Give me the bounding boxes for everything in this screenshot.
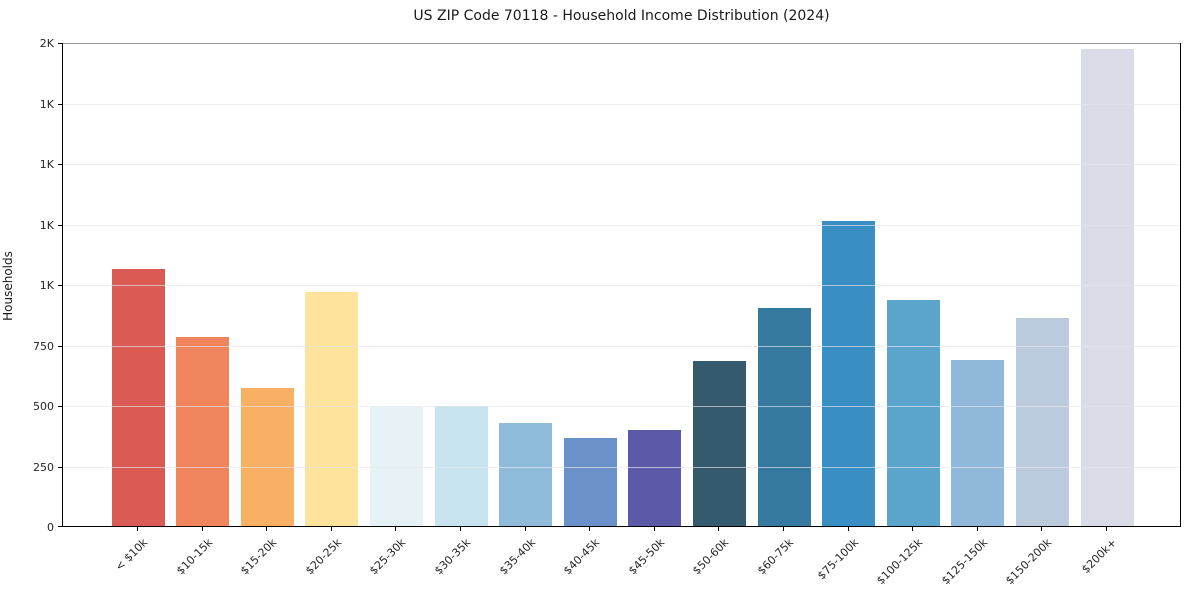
y-tick-label: 750	[33, 339, 54, 353]
bar-$40-45k	[563, 437, 617, 526]
chart-title: US ZIP Code 70118 - Household Income Dis…	[413, 8, 830, 24]
y-tick-label: 1K	[39, 97, 54, 111]
x-tick-mark	[266, 527, 268, 531]
gridline	[63, 466, 1180, 468]
y-tick-label: 1K	[39, 158, 54, 171]
x-tick-label: $45-50k	[625, 536, 667, 578]
bar-< $10k	[111, 269, 165, 526]
x-tick-mark	[460, 527, 461, 531]
bar-$35-40k	[499, 423, 553, 526]
x-tick-label: $40-45k	[561, 536, 603, 578]
y-tick-mark	[58, 224, 62, 226]
gridline	[63, 164, 1180, 165]
x-tick-mark	[524, 527, 526, 531]
x-tick-label: $200k+	[1079, 536, 1120, 577]
gridline	[63, 224, 1180, 226]
y-tick-label: 2K	[39, 37, 54, 50]
x-tick-label: $25-30k	[367, 536, 409, 578]
x-tick-label: $60-75k	[754, 536, 797, 578]
bar-$50-60k	[692, 361, 746, 526]
y-axis-label: Households	[1, 251, 15, 321]
x-tick-label: $125-150k	[938, 536, 990, 588]
bar-$100-125k	[886, 299, 940, 526]
y-tick-label: 0	[47, 521, 54, 534]
y-tick-label: 500	[33, 400, 54, 413]
gridline	[63, 43, 1180, 44]
bar-$150-200k	[1015, 317, 1069, 526]
x-tick-mark	[137, 527, 138, 531]
y-tick-mark	[58, 285, 62, 286]
x-tick-mark	[783, 527, 784, 531]
bar-$25-30k	[369, 407, 423, 526]
gridline	[63, 406, 1180, 407]
y-tick-mark	[58, 406, 62, 407]
x-tick-mark	[847, 527, 849, 531]
x-tick-mark	[976, 527, 978, 531]
x-tick-label: $50-60k	[690, 536, 732, 578]
x-tick-mark	[718, 527, 720, 531]
y-tick-mark	[58, 164, 62, 165]
gridline	[63, 345, 1180, 347]
bar-$30-35k	[434, 406, 488, 526]
x-tick-label: $75-100k	[814, 536, 861, 583]
x-tick-mark	[1041, 527, 1043, 531]
bar-$15-20k	[240, 388, 294, 526]
bar-$10-15k	[176, 337, 230, 526]
x-tick-mark	[330, 527, 332, 531]
bar-$125-150k	[951, 360, 1005, 526]
x-tick-mark	[589, 527, 591, 531]
x-tick-label: $150-200k	[1003, 536, 1055, 588]
gridline	[63, 285, 1180, 286]
x-tick-mark	[653, 527, 655, 531]
x-tick-label: $35-40k	[496, 536, 538, 578]
bar-$45-50k	[628, 430, 682, 526]
x-tick-mark	[395, 527, 397, 531]
x-tick-label: $20-25k	[302, 536, 344, 578]
x-tick-label: < $10k	[112, 536, 151, 574]
y-tick-label: 1K	[39, 279, 54, 292]
gridline	[63, 103, 1180, 105]
y-tick-label: 1K	[39, 218, 54, 232]
bar-$20-25k	[305, 292, 359, 526]
plot-area	[62, 43, 1181, 527]
x-tick-label: $10-15k	[173, 536, 215, 578]
y-tick-label: 250	[33, 460, 54, 474]
bar-$200k+	[1080, 49, 1134, 526]
x-tick-label: $30-35k	[431, 536, 474, 578]
x-tick-label: $100-125k	[874, 536, 926, 588]
bar-$60-75k	[757, 308, 811, 526]
x-tick-label: $15-20k	[238, 536, 280, 578]
x-tick-mark	[1106, 527, 1107, 531]
y-tick-mark	[58, 526, 62, 527]
y-tick-mark	[58, 43, 62, 44]
y-tick-mark	[58, 103, 62, 105]
bar-$75-100k	[822, 221, 876, 526]
y-tick-mark	[58, 345, 62, 347]
x-tick-mark	[912, 527, 914, 531]
y-tick-mark	[58, 466, 62, 468]
x-tick-mark	[201, 527, 203, 531]
